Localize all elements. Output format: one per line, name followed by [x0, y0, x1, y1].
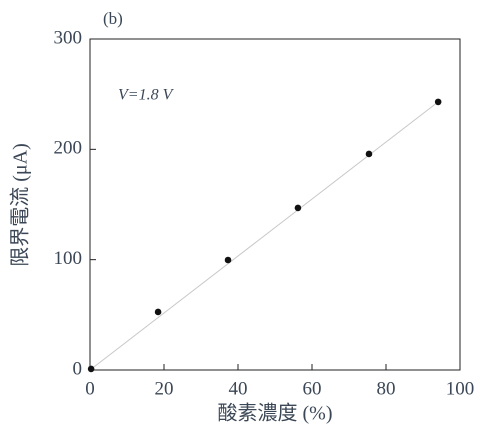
x-tick-label: 80	[377, 378, 396, 399]
y-tick-label: 100	[54, 248, 83, 269]
data-point	[154, 308, 162, 316]
data-point	[294, 204, 302, 212]
y-tick-label: 200	[54, 138, 83, 159]
data-point	[365, 150, 373, 158]
plot-frame	[89, 38, 461, 371]
y-tick-label: 0	[73, 358, 83, 379]
x-tick-label: 100	[446, 378, 475, 399]
data-point	[434, 98, 442, 106]
fit-line	[89, 101, 439, 371]
x-tick-label: 60	[303, 378, 322, 399]
y-tick-label: 300	[54, 27, 83, 48]
y-axis-label: 限界電流 (μA)	[9, 143, 32, 267]
x-tick-label: 0	[85, 378, 95, 399]
x-tick-label: 20	[155, 378, 174, 399]
data-point	[87, 365, 95, 373]
annotation: V=1.8 V	[118, 87, 175, 104]
data-point	[224, 256, 232, 264]
x-axis-label: 酸素濃度 (%)	[218, 402, 333, 425]
panel-label: (b)	[103, 9, 123, 28]
x-tick-label: 40	[229, 378, 248, 399]
